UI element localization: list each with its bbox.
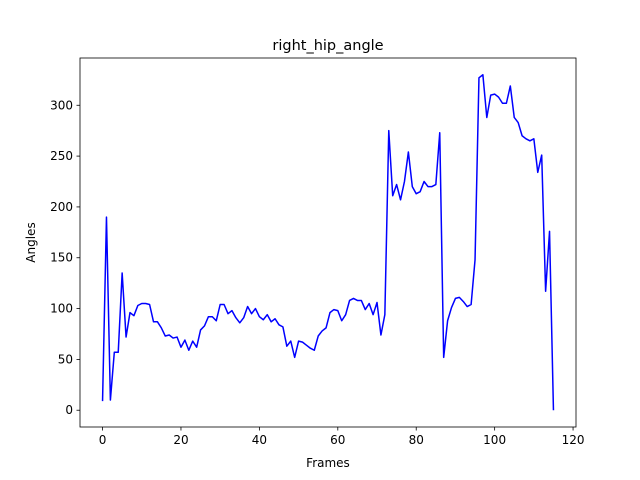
series-layer: [101, 74, 555, 411]
chart-title: right_hip_angle: [272, 38, 383, 54]
x-tick-label: 120: [562, 433, 585, 447]
x-tick-label: 60: [330, 433, 345, 447]
y-axis-label: Angles: [24, 222, 38, 262]
y-tick-label: 100: [50, 302, 73, 316]
x-tick-label: 20: [173, 433, 188, 447]
x-tick-label: 80: [409, 433, 424, 447]
y-tick-label: 150: [50, 251, 73, 265]
y-tick-label: 50: [58, 352, 73, 366]
plot-area-frame: [79, 57, 577, 428]
x-tick-label: 40: [252, 433, 267, 447]
y-tick-label: 250: [50, 149, 73, 163]
x-tick-label: 100: [483, 433, 506, 447]
y-tick-label: 0: [65, 403, 73, 417]
ticks-layer: 0 20 40 60 80 100 120 0 50 100 150 200 250 300: [50, 98, 584, 447]
x-tick-label: 0: [99, 433, 107, 447]
series-line-right_hip_angle: [101, 74, 555, 411]
y-tick-label: 300: [50, 98, 73, 112]
y-tick-label: 200: [50, 200, 73, 214]
x-axis-label: Frames: [306, 456, 350, 470]
